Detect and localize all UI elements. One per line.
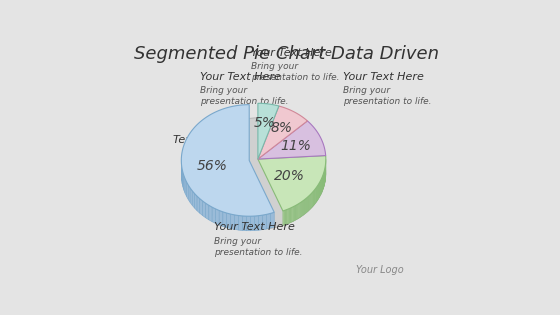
Text: 20%: 20% [274,169,305,182]
Polygon shape [250,216,255,231]
Polygon shape [184,176,185,193]
Polygon shape [283,210,284,226]
Polygon shape [300,202,301,217]
Polygon shape [231,214,235,229]
Polygon shape [288,209,290,224]
Text: 8%: 8% [270,122,292,135]
Polygon shape [258,106,307,159]
Polygon shape [305,199,306,214]
Polygon shape [223,212,227,228]
Text: 11%: 11% [280,139,311,153]
Text: Bring your
presentation to life.: Bring your presentation to life. [200,86,288,106]
Polygon shape [319,182,320,198]
Polygon shape [239,215,242,231]
Polygon shape [314,189,315,205]
Text: Your Text Here: Your Text Here [200,72,281,82]
Polygon shape [313,191,314,206]
Text: Text Here: Text Here [173,135,226,145]
Polygon shape [309,195,310,211]
Polygon shape [186,182,188,200]
Polygon shape [311,192,312,208]
Polygon shape [188,185,190,203]
Polygon shape [182,169,183,187]
Text: Segmented Pie Chart Data Driven: Segmented Pie Chart Data Driven [134,45,440,63]
Polygon shape [297,204,298,219]
Polygon shape [227,213,231,229]
Polygon shape [194,193,197,211]
Ellipse shape [190,118,326,229]
Polygon shape [267,214,270,229]
Polygon shape [317,185,318,201]
Polygon shape [299,203,300,218]
Polygon shape [209,205,212,222]
Polygon shape [308,196,309,211]
Polygon shape [259,215,263,230]
Polygon shape [295,205,296,220]
Text: Bring your
presentation to life.: Bring your presentation to life. [251,62,339,82]
Polygon shape [310,194,311,210]
Polygon shape [307,197,308,212]
Polygon shape [312,192,313,207]
Polygon shape [296,205,297,220]
Polygon shape [255,216,259,231]
Text: Your Text Here: Your Text Here [214,222,295,232]
Polygon shape [203,201,206,218]
Text: Your Text Here: Your Text Here [343,72,424,82]
Polygon shape [304,199,305,215]
Text: 5%: 5% [254,116,276,130]
Polygon shape [200,199,203,215]
Polygon shape [306,198,307,213]
Polygon shape [302,200,304,216]
Polygon shape [258,156,326,211]
Polygon shape [292,207,293,222]
Text: Bring your
presentation to life.: Bring your presentation to life. [343,86,431,106]
Polygon shape [197,196,200,213]
Polygon shape [270,212,274,228]
Polygon shape [298,203,299,219]
Polygon shape [301,201,302,216]
Polygon shape [190,188,192,205]
Polygon shape [263,215,267,230]
Polygon shape [287,209,288,224]
Polygon shape [291,207,292,222]
Polygon shape [246,216,250,231]
Polygon shape [219,210,223,226]
Polygon shape [318,184,319,200]
Polygon shape [206,203,209,220]
Polygon shape [258,103,279,159]
Polygon shape [284,210,286,225]
Polygon shape [286,209,287,225]
Polygon shape [290,208,291,223]
Polygon shape [192,191,194,208]
Text: Your Logo: Your Logo [356,266,403,276]
Polygon shape [185,179,186,197]
Text: Bring your
presentation to life.: Bring your presentation to life. [214,237,303,257]
Text: 56%: 56% [197,159,228,173]
Polygon shape [315,188,316,204]
Polygon shape [181,105,274,216]
Polygon shape [212,207,216,223]
Polygon shape [242,216,246,231]
Polygon shape [316,186,317,202]
Polygon shape [235,215,239,230]
Polygon shape [216,209,219,225]
Polygon shape [183,173,184,190]
Polygon shape [258,121,326,159]
Polygon shape [293,206,295,221]
Text: Your Text Here: Your Text Here [251,48,332,58]
